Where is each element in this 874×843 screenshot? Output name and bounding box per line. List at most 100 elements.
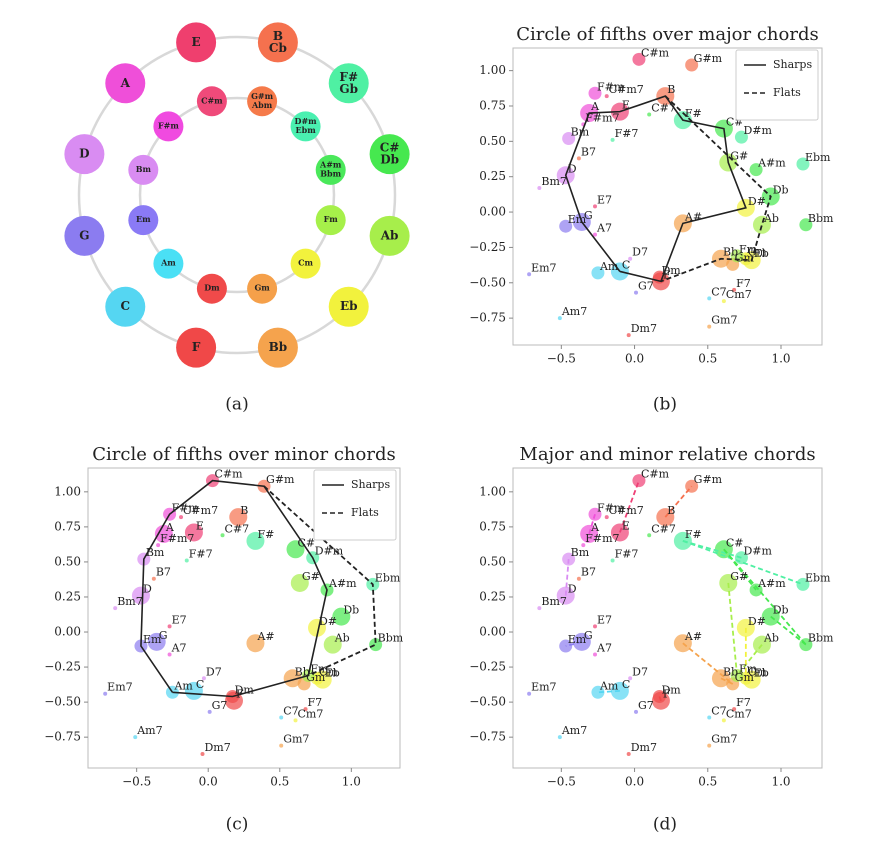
chord-label: Bbm xyxy=(378,632,404,645)
series-line xyxy=(564,559,570,596)
chord-point xyxy=(707,715,712,720)
chord-label: Gm7 xyxy=(711,314,737,327)
chord-label: D xyxy=(568,583,577,596)
chord-label: B7 xyxy=(581,145,596,158)
chord-label: C#m xyxy=(215,468,244,481)
chord-label: F#m7 xyxy=(585,111,619,124)
y-tick-label: 0.75 xyxy=(479,98,506,112)
outer-node xyxy=(369,215,410,256)
chord-point xyxy=(184,523,203,542)
chord-label: E xyxy=(622,99,630,112)
chord-label: C#m7 xyxy=(609,504,644,517)
chord-point xyxy=(591,685,605,699)
chord-point xyxy=(685,58,699,72)
chord-point xyxy=(537,186,542,191)
node-label: Eb xyxy=(340,299,358,313)
chord-point xyxy=(752,215,771,234)
chord-label: F#7 xyxy=(615,548,639,561)
chord-label: Ab xyxy=(763,632,779,645)
chord-label: Dm xyxy=(235,684,255,697)
series-line xyxy=(682,540,804,586)
chord-point xyxy=(229,508,248,527)
chord-label: G#m xyxy=(266,473,295,486)
chord-point xyxy=(283,669,302,688)
chord-label: Em xyxy=(143,633,162,646)
chord-label: Em7 xyxy=(107,681,132,694)
outer-node xyxy=(257,327,298,368)
chord-label: Ebm xyxy=(805,571,831,584)
series-line xyxy=(736,644,763,677)
chord-point xyxy=(730,249,744,263)
y-tick-label: 1.00 xyxy=(54,484,81,498)
chord-point xyxy=(151,576,156,581)
chord-label: Bbm xyxy=(808,632,834,645)
x-tick-label: 1.0 xyxy=(342,775,361,789)
node-label: G xyxy=(79,228,89,242)
chord-point xyxy=(527,272,532,277)
chord-label: Am xyxy=(599,679,619,692)
chord-label: B7 xyxy=(581,566,596,579)
chord-point xyxy=(581,543,586,548)
chord-label: Gm7 xyxy=(283,733,309,746)
node-label: A#m xyxy=(319,159,342,169)
chart-title: Circle of fifths over major chords xyxy=(516,24,818,45)
chord-label: D# xyxy=(319,615,337,628)
inner-node xyxy=(196,86,227,117)
chord-label: Am7 xyxy=(561,305,587,318)
chord-label: Am7 xyxy=(561,724,587,737)
chord-point xyxy=(796,157,810,171)
chord-point xyxy=(559,219,573,233)
node-label: C xyxy=(120,299,130,313)
chord-label: Em7 xyxy=(531,261,556,274)
chord-label: D#m xyxy=(743,124,772,137)
chord-label: C#7 xyxy=(651,522,676,535)
series-line xyxy=(682,642,734,685)
node-label: Bbm xyxy=(320,168,341,178)
legend-box xyxy=(313,469,397,541)
chord-label: F7 xyxy=(308,696,323,709)
node-label: Bb xyxy=(269,340,288,354)
chord-label: Bm xyxy=(146,546,165,559)
chord-label: Bm7 xyxy=(541,595,567,608)
node-label: E xyxy=(192,35,201,49)
chord-label: F xyxy=(236,688,244,701)
chord-label: G# xyxy=(730,570,748,583)
node-label: Ab xyxy=(380,228,399,242)
chord-point xyxy=(184,558,189,563)
x-tick-label: 0.5 xyxy=(270,775,289,789)
chord-point xyxy=(647,112,652,117)
chord-label: B xyxy=(667,504,675,517)
chord-label: Gm xyxy=(306,671,326,684)
chord-label: Cm7 xyxy=(726,707,752,720)
legend-label: Flats xyxy=(351,506,379,519)
chord-label: Cm7 xyxy=(726,288,752,301)
outer-node xyxy=(328,286,369,327)
chord-point xyxy=(184,681,203,700)
node-label: Fm xyxy=(324,214,339,224)
chord-point xyxy=(562,132,576,146)
chord-point xyxy=(593,232,598,237)
legend-label: Flats xyxy=(773,86,801,99)
y-tick-label: 0.50 xyxy=(54,554,81,568)
chord-label: Eb xyxy=(754,667,769,680)
x-tick-label: 0.0 xyxy=(199,775,218,789)
chord-label: C#7 xyxy=(225,522,250,535)
chord-label: Cm7 xyxy=(298,707,324,720)
y-tick-label: −0.50 xyxy=(469,695,506,709)
chord-label: F7 xyxy=(736,277,751,290)
series-line xyxy=(619,480,640,533)
y-tick-label: 0.25 xyxy=(479,169,506,183)
chord-point xyxy=(749,163,763,177)
chord-label: C#m xyxy=(641,46,670,59)
series-line xyxy=(664,485,693,518)
chord-point xyxy=(593,652,598,657)
chord-label: F# xyxy=(685,107,702,120)
chord-point xyxy=(610,558,615,563)
chord-point xyxy=(369,638,383,652)
chart-title: Major and minor relative chords xyxy=(519,444,815,465)
node-label: D xyxy=(79,147,89,161)
x-tick-label: 0.0 xyxy=(625,352,644,366)
chord-label: F# xyxy=(257,528,274,541)
chord-point xyxy=(103,691,108,696)
chord-label: G#m xyxy=(694,473,723,486)
